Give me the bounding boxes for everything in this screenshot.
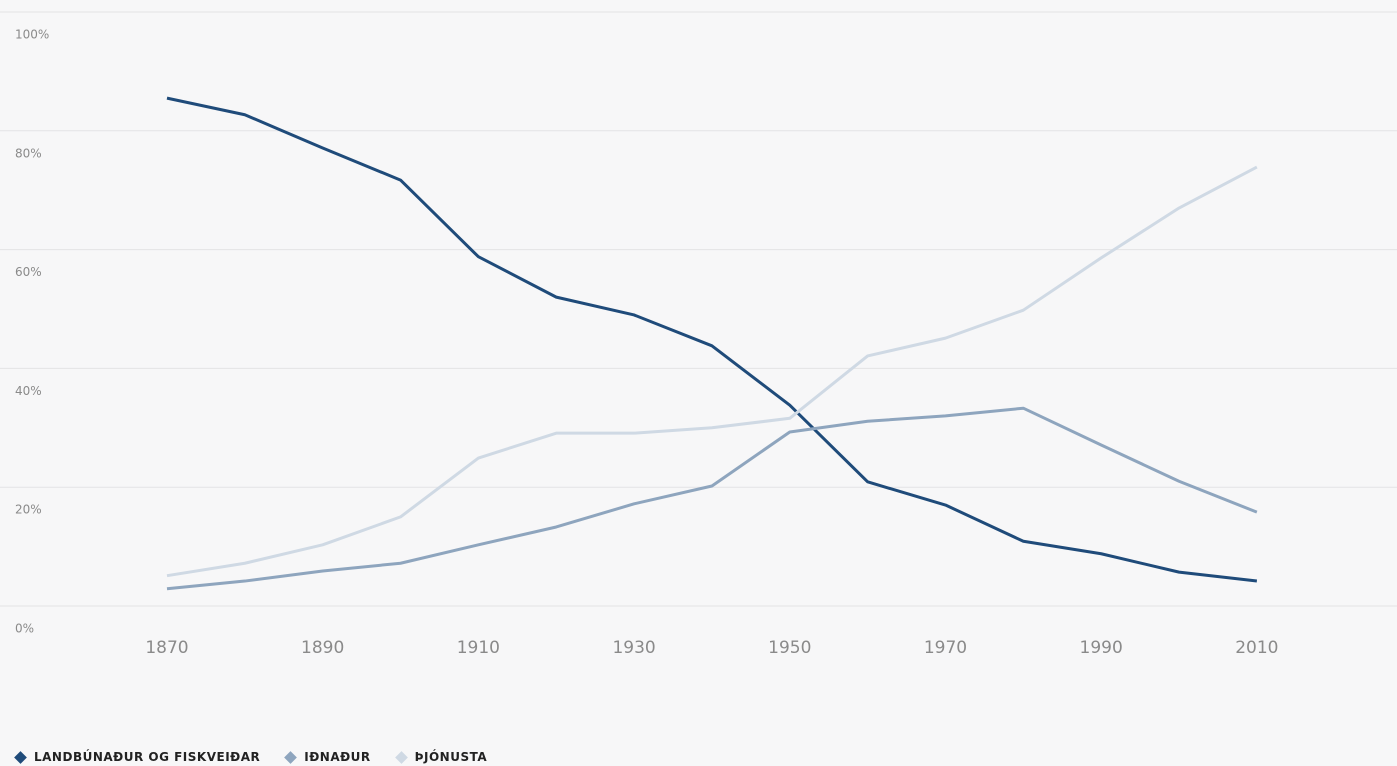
series-line <box>166 406 1258 591</box>
x-tick-label: 1990 <box>1080 638 1123 658</box>
series-line <box>166 165 1258 578</box>
series-line <box>166 96 1258 583</box>
y-tick-label: 80% <box>15 146 42 160</box>
legend: LANDBÚNAÐUR OG FISKVEIÐAR IÐNAÐUR ÞJÓNUSTA <box>14 750 488 764</box>
y-tick-label: 20% <box>15 503 42 517</box>
legend-item: IÐNAÐUR <box>284 750 371 764</box>
x-tick-label: 1910 <box>457 638 500 658</box>
y-tick-label: 100% <box>15 28 49 42</box>
y-tick-label: 40% <box>15 384 42 398</box>
x-tick-label: 1870 <box>145 638 188 658</box>
legend-label: ÞJÓNUSTA <box>414 750 488 764</box>
legend-label: LANDBÚNAÐUR OG FISKVEIÐAR <box>34 750 261 764</box>
x-tick-label: 2010 <box>1235 638 1278 658</box>
legend-item: LANDBÚNAÐUR OG FISKVEIÐAR <box>14 750 261 764</box>
legend-marker <box>14 750 27 764</box>
legend-marker <box>394 750 408 764</box>
legend-item: ÞJÓNUSTA <box>394 750 488 764</box>
x-tick-label: 1970 <box>924 638 967 658</box>
x-tick-label: 1890 <box>301 638 344 658</box>
y-tick-label: 60% <box>15 265 42 279</box>
legend-label: IÐNAÐUR <box>304 750 371 764</box>
y-tick-label: 0% <box>15 622 34 636</box>
plot: 0% 20% 40% 60% 80% 100% 1870 1890 1910 1930 1950 19… <box>0 11 1397 658</box>
x-tick-label: 1930 <box>612 638 655 658</box>
x-tick-label: 1950 <box>768 638 811 658</box>
legend-marker <box>284 750 298 764</box>
